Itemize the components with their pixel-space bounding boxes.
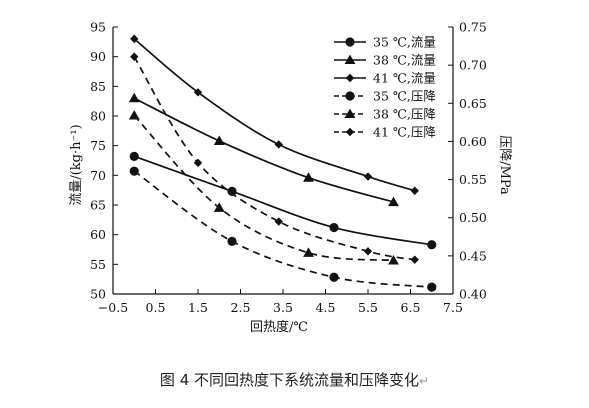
series-2-point bbox=[363, 172, 373, 181]
legend-marker-4 bbox=[344, 108, 356, 119]
series-3-point bbox=[227, 236, 237, 246]
series-4-point bbox=[128, 110, 140, 120]
legend-label-3: 35 ℃,压降 bbox=[373, 89, 436, 104]
y-right-tick-label: 0.50 bbox=[459, 210, 487, 225]
y-left-tick-label: 55 bbox=[90, 257, 106, 272]
y-right-tick-label: 0.75 bbox=[459, 20, 487, 35]
figure-caption: 图 4 不同回热度下系统流量和压降变化↵ bbox=[0, 369, 589, 390]
paragraph-mark-icon: ↵ bbox=[419, 374, 430, 388]
y-left-tick-label: 60 bbox=[90, 227, 106, 242]
series-line-0 bbox=[133, 155, 432, 246]
x-axis-title: 回热度/℃ bbox=[250, 319, 308, 335]
legend-marker-1 bbox=[344, 54, 356, 65]
series-5-point bbox=[193, 158, 203, 167]
y-left-tick-label: 50 bbox=[90, 287, 106, 302]
chart-legend: 35 ℃,流量 38 ℃,流量 41 ℃,流量 35 ℃,压降 38 ℃,压降 41 ℃,… bbox=[334, 35, 436, 140]
y-right-tick-label: 0.70 bbox=[459, 58, 487, 73]
y-right-tick-label: 0.45 bbox=[459, 248, 487, 263]
series-4-point bbox=[213, 202, 225, 212]
series-3-point bbox=[329, 272, 339, 282]
series-line-1 bbox=[133, 97, 394, 203]
series-4-point bbox=[303, 247, 314, 257]
series-2-point bbox=[274, 140, 283, 149]
chart-series-markers bbox=[128, 34, 437, 292]
series-2-point bbox=[410, 186, 419, 195]
series-5-point bbox=[274, 217, 283, 226]
legend-label-2: 41 ℃,流量 bbox=[373, 71, 436, 86]
chart-svg: −0.5 0.5 1.5 2.5 3.5 4.5 5.5 6.5 7.5 50 55 60 65 70 75… bbox=[69, 20, 512, 336]
x-tick-label: 2.5 bbox=[231, 300, 251, 315]
x-tick-label: 6.5 bbox=[401, 300, 421, 315]
legend-marker-3 bbox=[345, 91, 355, 101]
series-4-point bbox=[388, 255, 399, 265]
legend-marker-5 bbox=[345, 127, 355, 137]
series-3-point bbox=[129, 166, 139, 176]
series-1-point bbox=[303, 172, 314, 182]
series-1-point bbox=[128, 92, 140, 103]
chart-series-lines bbox=[133, 38, 432, 288]
y-right-tick-label: 0.60 bbox=[459, 134, 487, 149]
series-line-3 bbox=[133, 170, 432, 288]
y-right-tick-label: 0.55 bbox=[459, 172, 487, 187]
series-2-point bbox=[130, 34, 139, 44]
series-5-point bbox=[410, 255, 419, 264]
y-left-tick-label: 80 bbox=[90, 109, 106, 124]
legend-label-4: 38 ℃,压降 bbox=[373, 107, 436, 122]
x-tick-label: 5.5 bbox=[358, 300, 378, 315]
caption-text: 图 4 不同回热度下系统流量和压降变化 bbox=[159, 371, 420, 389]
series-5-point bbox=[363, 247, 373, 256]
x-tick-label: 1.5 bbox=[188, 300, 208, 315]
series-0-point bbox=[227, 186, 237, 196]
x-tick-label: 3.5 bbox=[273, 300, 293, 315]
y-axis-left-title: 流量/(kg·h⁻¹) bbox=[69, 124, 84, 205]
legend-marker-2 bbox=[345, 73, 355, 83]
series-5-point bbox=[130, 52, 139, 61]
y-left-tick-label: 85 bbox=[90, 79, 106, 94]
series-0-point bbox=[427, 240, 437, 250]
y-left-tick-label: 90 bbox=[90, 49, 106, 64]
y-axis-right-title: 压降/MPa bbox=[497, 135, 512, 195]
y-left-tick-label: 95 bbox=[90, 20, 106, 35]
legend-label-5: 41 ℃,压降 bbox=[373, 125, 436, 140]
series-1-point bbox=[213, 135, 225, 145]
legend-marker-0 bbox=[345, 37, 355, 47]
series-line-4 bbox=[133, 114, 394, 262]
y-left-tick-label: 75 bbox=[90, 138, 106, 153]
x-tick-label: 0.5 bbox=[146, 300, 166, 315]
series-0-point bbox=[329, 222, 339, 233]
x-tick-label: 4.5 bbox=[316, 300, 336, 315]
series-line-5 bbox=[133, 56, 415, 261]
series-3-point bbox=[427, 282, 437, 292]
x-tick-label: −0.5 bbox=[98, 300, 128, 315]
legend-label-1: 38 ℃,流量 bbox=[373, 53, 436, 68]
y-right-tick-label: 0.40 bbox=[459, 287, 487, 302]
y-right-tick-label: 0.65 bbox=[459, 96, 487, 111]
series-0-point bbox=[129, 151, 139, 161]
series-2-point bbox=[193, 88, 203, 97]
series-1-point bbox=[388, 196, 399, 207]
y-left-tick-label: 70 bbox=[90, 168, 106, 183]
y-left-tick-label: 65 bbox=[90, 198, 106, 213]
x-tick-label: 7.5 bbox=[443, 300, 463, 315]
legend-label-0: 35 ℃,流量 bbox=[373, 35, 436, 50]
chart-ticks: −0.5 0.5 1.5 2.5 3.5 4.5 5.5 6.5 7.5 50 55 60 65 70 75… bbox=[90, 20, 487, 316]
